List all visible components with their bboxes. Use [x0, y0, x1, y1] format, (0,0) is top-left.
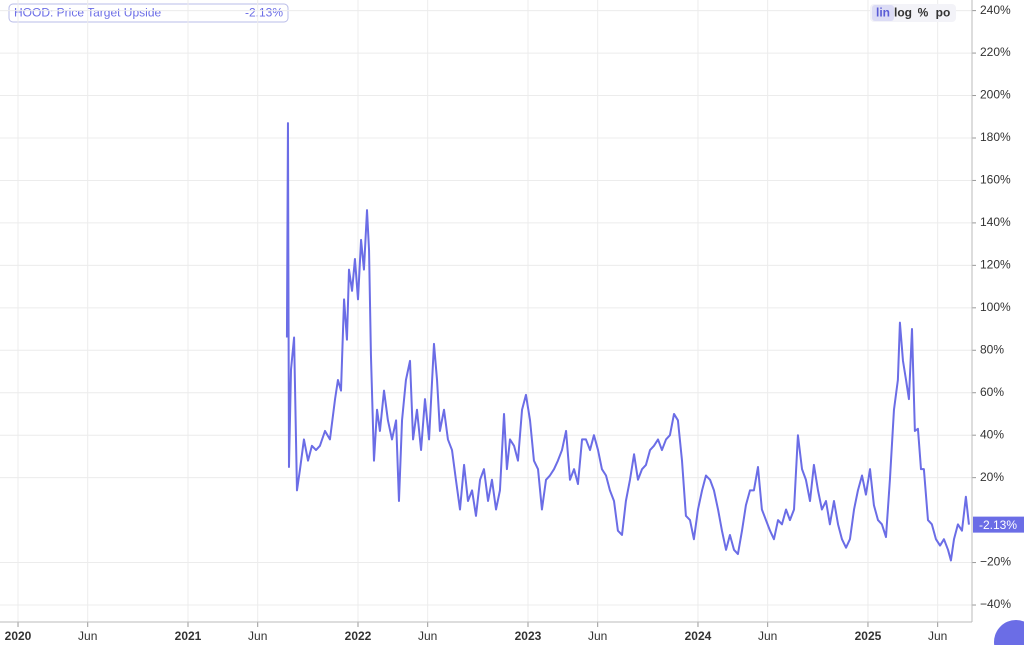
y-tick-label: 60% — [980, 385, 1004, 399]
x-tick-label: 2023 — [515, 629, 542, 643]
y-tick-label: 80% — [980, 342, 1004, 356]
scale-button[interactable]: % — [918, 6, 929, 20]
y-tick-label: 100% — [980, 300, 1011, 314]
x-tick-label: Jun — [588, 629, 607, 643]
scale-button[interactable]: log — [894, 6, 912, 20]
scale-button[interactable]: lin — [876, 6, 890, 20]
series-line — [285, 122, 970, 562]
legend-box — [8, 3, 289, 23]
legend-value: -2.13% — [245, 6, 283, 20]
y-tick-label: −40% — [980, 597, 1011, 611]
y-tick-label: 180% — [980, 130, 1011, 144]
last-value-box — [973, 516, 1024, 533]
x-tick-label: 2020 — [5, 629, 32, 643]
y-tick-label: −20% — [980, 555, 1011, 569]
chat-button[interactable] — [994, 620, 1024, 645]
x-tick-label: 2021 — [175, 629, 202, 643]
y-tick-label: 200% — [980, 88, 1011, 102]
x-tick-label: Jun — [78, 629, 97, 643]
scale-button[interactable]: po — [936, 6, 951, 20]
y-tick-label: 40% — [980, 427, 1004, 441]
x-tick-label: 2025 — [855, 629, 882, 643]
x-tick-label: Jun — [928, 629, 947, 643]
y-tick-label: 220% — [980, 45, 1011, 59]
y-tick-label: 140% — [980, 215, 1011, 229]
control-active — [872, 5, 894, 21]
y-tick-label: 240% — [980, 3, 1011, 17]
x-tick-label: 2022 — [345, 629, 372, 643]
x-tick-label: Jun — [418, 629, 437, 643]
y-tick-label: 120% — [980, 258, 1011, 272]
x-tick-label: 2024 — [685, 629, 712, 643]
x-tick-label: Jun — [758, 629, 777, 643]
y-tick-label: 160% — [980, 173, 1011, 187]
y-tick-label: 20% — [980, 470, 1004, 484]
x-tick-label: Jun — [248, 629, 267, 643]
last-value-label: -2.13% — [979, 518, 1017, 532]
